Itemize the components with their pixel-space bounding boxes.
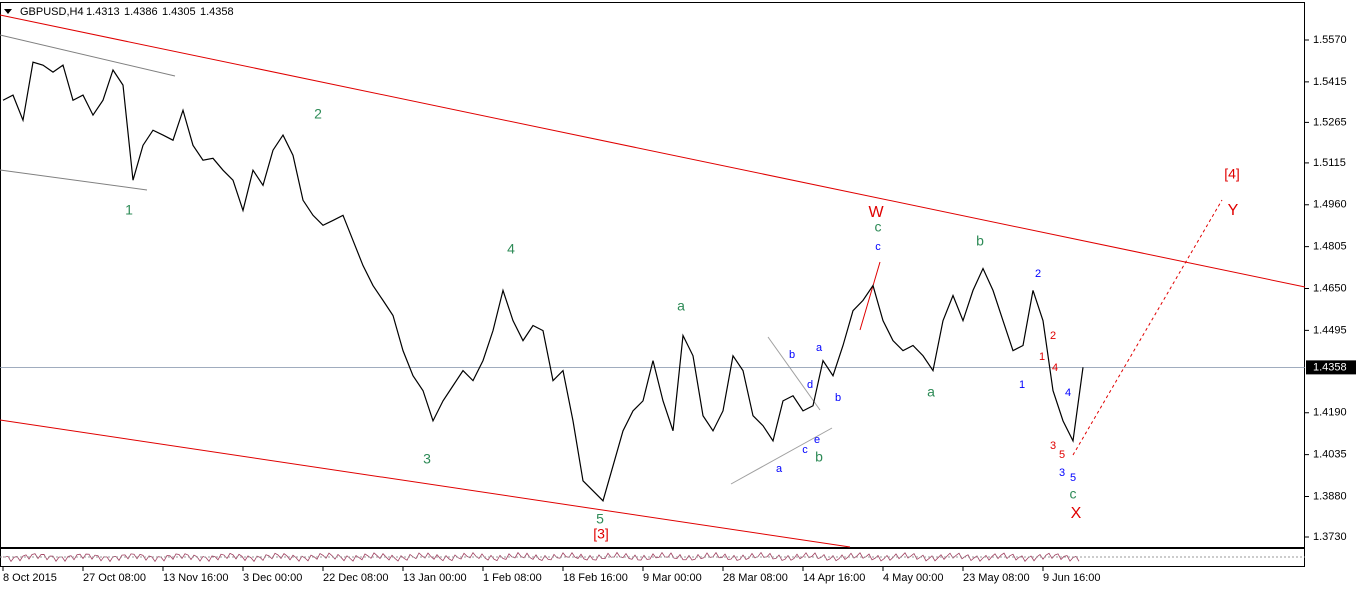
wave-label: e bbox=[814, 434, 820, 446]
y-tick-label: 1.3730 bbox=[1313, 531, 1347, 543]
trend-line bbox=[0, 14, 1306, 288]
wave-label: Y bbox=[1228, 202, 1239, 219]
wave-label: a bbox=[927, 384, 935, 400]
wave-label: b bbox=[789, 349, 795, 361]
x-tick-label: 28 Mar 08:00 bbox=[723, 572, 788, 584]
wave-label: 2 bbox=[314, 106, 322, 122]
wave-label: 5 bbox=[1059, 449, 1065, 461]
wave-label: a bbox=[816, 342, 823, 354]
wave-label: 4 bbox=[1052, 362, 1058, 374]
price-line-series bbox=[2, 61, 1084, 502]
low: 1.4305 bbox=[162, 6, 196, 18]
y-tick-label: 1.4190 bbox=[1313, 407, 1347, 419]
wave-label: a bbox=[776, 463, 783, 475]
wave-label: d bbox=[807, 379, 813, 391]
trend-line bbox=[1072, 199, 1223, 456]
trend-line bbox=[0, 169, 148, 191]
trend-line bbox=[0, 419, 851, 548]
high: 1.4386 bbox=[124, 6, 158, 18]
symbol: GBPUSD,H4 bbox=[20, 6, 84, 18]
menu-arrow[interactable] bbox=[4, 9, 12, 14]
x-tick-label: 3 Dec 00:00 bbox=[243, 572, 302, 584]
y-tick-label: 1.5415 bbox=[1313, 76, 1347, 88]
x-tick-label: 14 Apr 16:00 bbox=[803, 572, 865, 584]
price-box bbox=[1306, 360, 1356, 375]
wave-label: 3 bbox=[1050, 440, 1056, 452]
x-tick-label: 9 Jun 16:00 bbox=[1043, 572, 1101, 584]
y-tick-label: 1.4035 bbox=[1313, 449, 1347, 461]
wave-label: c bbox=[875, 241, 881, 253]
x-tick-label: 8 Oct 2015 bbox=[3, 572, 57, 584]
wave-label: 2 bbox=[1035, 268, 1041, 280]
x-tick-label: 27 Oct 08:00 bbox=[83, 572, 146, 584]
y-tick-label: 1.4650 bbox=[1313, 282, 1347, 294]
wave-label: 4 bbox=[507, 241, 515, 257]
x-tick-label: 23 May 08:00 bbox=[963, 572, 1030, 584]
x-tick-label: 4 May 00:00 bbox=[883, 572, 944, 584]
y-tick-label: 1.4960 bbox=[1313, 199, 1347, 211]
wave-label: [3] bbox=[593, 526, 609, 542]
wave-label: 3 bbox=[1059, 467, 1065, 479]
x-tick-label: 1 Feb 08:00 bbox=[483, 572, 542, 584]
plot-frame bbox=[0, 2, 1305, 548]
wave-label: 5 bbox=[1070, 472, 1076, 484]
wave-label: c bbox=[1070, 486, 1077, 502]
x-tick-label: 13 Nov 16:00 bbox=[163, 572, 228, 584]
indicator-wave bbox=[2, 551, 1080, 563]
close: 1.4358 bbox=[200, 6, 234, 18]
wave-label: X bbox=[1071, 505, 1082, 522]
wave-label: 2 bbox=[1050, 330, 1056, 342]
y-tick-label: 1.5265 bbox=[1313, 116, 1347, 128]
price-box-label: 1.4358 bbox=[1313, 361, 1347, 373]
wave-label: c bbox=[875, 219, 882, 235]
wave-label: c bbox=[802, 444, 808, 456]
wave-label: 3 bbox=[423, 451, 431, 467]
wave-label: b bbox=[835, 392, 841, 404]
wave-label: [4] bbox=[1224, 166, 1240, 182]
wave-label: b bbox=[976, 233, 984, 249]
wave-label: a bbox=[677, 298, 685, 314]
trend-line bbox=[730, 427, 833, 485]
wave-label: b bbox=[815, 449, 823, 465]
y-tick-label: 1.4805 bbox=[1313, 241, 1347, 253]
y-tick-label: 1.5115 bbox=[1313, 157, 1346, 169]
open: 1.4313 bbox=[86, 6, 120, 18]
wave-label: 1 bbox=[1039, 351, 1045, 363]
x-tick-label: 18 Feb 16:00 bbox=[563, 572, 628, 584]
wave-label: W bbox=[868, 204, 884, 221]
y-tick-label: 1.5570 bbox=[1313, 34, 1347, 46]
x-tick-label: 22 Dec 08:00 bbox=[323, 572, 388, 584]
wave-label: 4 bbox=[1065, 387, 1071, 399]
wave-label: 1 bbox=[125, 202, 133, 218]
wave-label: 5 bbox=[596, 511, 604, 527]
wave-label: 1 bbox=[1019, 379, 1025, 391]
y-tick-label: 1.3880 bbox=[1313, 490, 1347, 502]
x-tick-label: 13 Jan 00:00 bbox=[403, 572, 467, 584]
y-tick-label: 1.4495 bbox=[1313, 324, 1347, 336]
x-tick-label: 9 Mar 00:00 bbox=[643, 572, 702, 584]
trend-line bbox=[859, 261, 881, 331]
trend-line bbox=[0, 34, 176, 77]
trend-line bbox=[767, 336, 821, 411]
